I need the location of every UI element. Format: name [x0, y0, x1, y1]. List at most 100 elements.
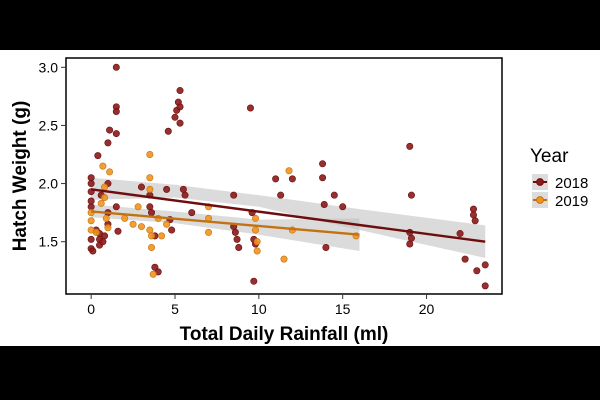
- point-2019: [280, 255, 288, 263]
- point-2018: [471, 217, 479, 225]
- legend-item-2019: 2019: [532, 192, 588, 210]
- point-2018: [406, 240, 414, 248]
- point-2018: [87, 197, 95, 205]
- legend-item-2018: 2018: [532, 174, 588, 192]
- point-2018: [231, 228, 239, 236]
- point-2019: [104, 224, 112, 232]
- trend-line-2018: [90, 188, 486, 243]
- point-2018: [456, 230, 464, 238]
- point-2019: [92, 228, 100, 236]
- point-2018: [322, 243, 330, 251]
- point-2018: [481, 282, 489, 290]
- point-2019: [146, 185, 154, 193]
- point-2018: [114, 227, 122, 235]
- legend: Year 2018 2019: [530, 146, 588, 210]
- point-2019: [121, 214, 129, 222]
- point-2019: [97, 199, 105, 207]
- point-2019: [205, 228, 213, 236]
- point-2018: [288, 175, 296, 183]
- plot-panel: [65, 57, 503, 295]
- point-2019: [253, 247, 261, 255]
- point-2019: [87, 217, 95, 225]
- point-2018: [112, 130, 120, 138]
- y-axis-ticks: 1.5 2.0 2.5 3.0: [39, 59, 66, 250]
- point-2018: [176, 119, 184, 127]
- point-2018: [319, 174, 327, 182]
- point-2018: [112, 107, 120, 115]
- point-2019: [129, 220, 137, 228]
- x-axis-title: Total Daily Rainfall (ml): [180, 324, 389, 345]
- point-2018: [168, 226, 176, 234]
- point-2018: [99, 238, 107, 246]
- chart-canvas: 0 5 10 15 20 1.5 2.0 2.5 3.0 Total Daily Rainfa…: [0, 50, 600, 346]
- x-tick-label: 5: [171, 301, 179, 317]
- point-2019: [251, 226, 259, 234]
- point-2018: [188, 209, 196, 217]
- point-2018: [176, 87, 184, 95]
- point-2018: [181, 191, 189, 199]
- y-tick-label: 2.5: [39, 117, 59, 133]
- point-2018: [94, 152, 102, 160]
- point-2019: [146, 174, 154, 182]
- point-2018: [104, 139, 112, 147]
- point-2018: [481, 261, 489, 269]
- point-2018: [250, 277, 258, 285]
- point-2018: [179, 185, 187, 193]
- point-2018: [473, 267, 481, 275]
- y-tick-label: 2.0: [39, 176, 59, 192]
- point-2019: [101, 183, 109, 191]
- point-2018: [164, 127, 172, 135]
- point-2018: [87, 180, 95, 188]
- legend-title: Year: [530, 146, 569, 167]
- point-2019: [158, 232, 166, 240]
- point-2019: [146, 226, 154, 234]
- confidence-band-2018: [91, 177, 486, 258]
- y-tick-label: 1.5: [39, 234, 59, 250]
- legend-dot-2018: [536, 178, 544, 186]
- y-axis-title: Hatch Weight (g): [10, 101, 31, 252]
- point-2018: [461, 255, 469, 263]
- point-2018: [112, 63, 120, 71]
- point-2018: [469, 211, 477, 219]
- point-2018: [330, 191, 338, 199]
- point-2019: [149, 270, 157, 278]
- trend-lines: [90, 188, 486, 243]
- y-tick-label: 3.0: [39, 59, 59, 75]
- point-2019: [101, 194, 109, 202]
- point-2018: [148, 209, 156, 217]
- point-2018: [233, 235, 241, 243]
- point-2018: [319, 160, 327, 168]
- point-2019: [134, 203, 142, 211]
- point-2018: [407, 234, 415, 242]
- point-2018: [406, 142, 414, 150]
- point-2018: [246, 104, 254, 112]
- point-2018: [101, 232, 109, 240]
- point-2019: [253, 238, 261, 246]
- x-tick-label: 15: [335, 301, 351, 317]
- x-axis-ticks: 0 5 10 15 20: [87, 294, 435, 317]
- point-2018: [163, 185, 171, 193]
- x-tick-label: 10: [251, 301, 267, 317]
- point-2018: [87, 235, 95, 243]
- x-tick-label: 0: [87, 301, 95, 317]
- point-2018: [87, 174, 95, 182]
- point-2019: [106, 168, 114, 176]
- point-2019: [99, 162, 107, 170]
- point-2018: [339, 203, 347, 211]
- point-2018: [407, 191, 415, 199]
- legend-label-2018: 2018: [555, 175, 588, 192]
- point-2019: [148, 232, 156, 240]
- point-2018: [137, 183, 145, 191]
- point-2018: [176, 103, 184, 111]
- point-2018: [230, 191, 238, 199]
- legend-dot-2019: [536, 196, 544, 204]
- point-2018: [89, 247, 97, 255]
- point-2018: [87, 203, 95, 211]
- point-2018: [235, 243, 243, 251]
- point-2018: [320, 200, 328, 208]
- point-2018: [272, 175, 280, 183]
- scatter-chart: 0 5 10 15 20 1.5 2.0 2.5 3.0 Total Daily Rainfa…: [10, 57, 588, 345]
- x-tick-label: 20: [419, 301, 435, 317]
- legend-label-2019: 2019: [555, 193, 588, 210]
- point-2018: [146, 203, 154, 211]
